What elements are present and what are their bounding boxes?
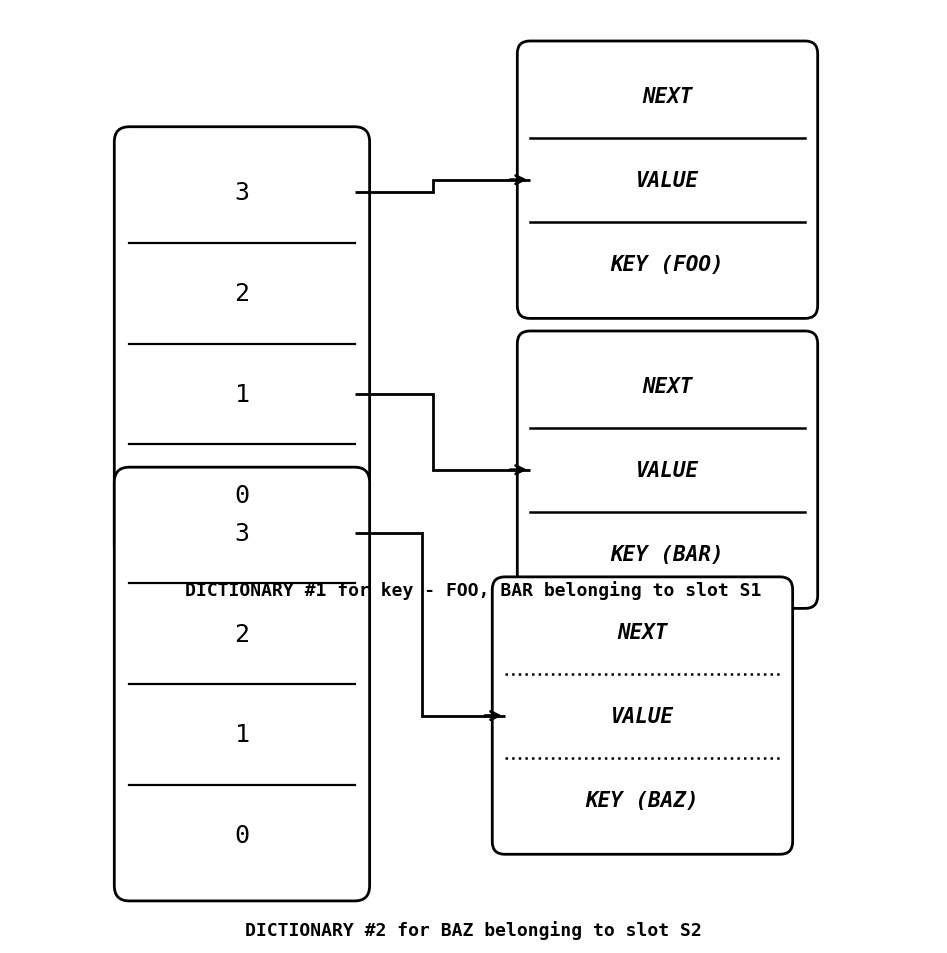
Text: KEY (BAR): KEY (BAR) — [611, 544, 724, 564]
FancyBboxPatch shape — [517, 332, 817, 609]
Text: DICTIONARY #2 for BAZ belonging to slot S2: DICTIONARY #2 for BAZ belonging to slot … — [245, 921, 702, 940]
Text: 3: 3 — [235, 181, 249, 205]
Text: 1: 1 — [235, 383, 249, 407]
FancyBboxPatch shape — [492, 578, 793, 855]
Text: VALUE: VALUE — [636, 460, 699, 480]
FancyBboxPatch shape — [115, 468, 369, 901]
Text: DICTIONARY #1 for key - FOO, BAR belonging to slot S1: DICTIONARY #1 for key - FOO, BAR belongi… — [186, 580, 761, 599]
Text: VALUE: VALUE — [636, 171, 699, 191]
FancyBboxPatch shape — [517, 42, 817, 319]
Text: NEXT: NEXT — [617, 622, 668, 641]
Text: 0: 0 — [235, 823, 249, 847]
Text: 0: 0 — [235, 483, 249, 507]
Text: 3: 3 — [235, 521, 249, 545]
Text: NEXT: NEXT — [642, 87, 693, 107]
FancyBboxPatch shape — [115, 128, 369, 561]
Text: 2: 2 — [235, 282, 249, 306]
Text: 2: 2 — [235, 622, 249, 646]
Text: KEY (BAZ): KEY (BAZ) — [585, 790, 699, 810]
Text: VALUE: VALUE — [611, 706, 674, 726]
Text: KEY (FOO): KEY (FOO) — [611, 254, 724, 274]
Text: 1: 1 — [235, 722, 249, 747]
Text: NEXT: NEXT — [642, 376, 693, 396]
